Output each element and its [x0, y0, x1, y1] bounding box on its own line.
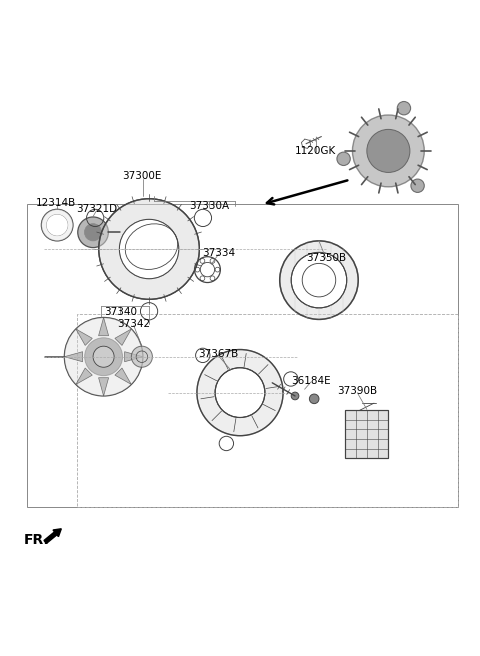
Polygon shape [76, 329, 92, 346]
Polygon shape [125, 352, 143, 361]
Bar [345, 410, 388, 458]
Circle shape [310, 394, 319, 403]
Circle shape [93, 346, 114, 367]
FancyArrow shape [44, 529, 61, 543]
Circle shape [291, 392, 299, 400]
Bar [345, 410, 388, 458]
Text: 36184E: 36184E [291, 376, 331, 386]
Circle shape [337, 152, 350, 165]
Circle shape [397, 102, 410, 115]
Text: FR.: FR. [24, 533, 49, 546]
Circle shape [78, 217, 108, 247]
Circle shape [64, 318, 143, 396]
Circle shape [367, 129, 410, 173]
Polygon shape [98, 318, 108, 336]
Text: 37390B: 37390B [337, 386, 377, 396]
Text: 37367B: 37367B [198, 350, 239, 359]
Text: 37342: 37342 [117, 319, 150, 329]
Polygon shape [76, 368, 92, 384]
Text: 37330A: 37330A [189, 201, 229, 211]
Text: 37350B: 37350B [306, 253, 346, 262]
Text: 12314B: 12314B [36, 197, 76, 207]
Polygon shape [115, 368, 132, 384]
Circle shape [352, 115, 424, 187]
Circle shape [280, 241, 358, 319]
Circle shape [132, 346, 153, 367]
Polygon shape [98, 378, 108, 396]
Circle shape [197, 350, 283, 436]
Circle shape [411, 179, 424, 192]
Circle shape [99, 199, 199, 299]
Circle shape [120, 219, 179, 279]
Text: 37321D: 37321D [76, 204, 117, 215]
Circle shape [291, 253, 347, 308]
Polygon shape [115, 329, 132, 346]
Circle shape [84, 338, 122, 376]
Circle shape [47, 215, 68, 236]
Circle shape [84, 224, 102, 241]
Circle shape [215, 368, 265, 417]
Text: 37340: 37340 [104, 307, 137, 318]
Text: 37300E: 37300E [122, 171, 162, 181]
Text: 37334: 37334 [202, 248, 235, 258]
Circle shape [41, 209, 73, 241]
Text: 1120GK: 1120GK [295, 146, 336, 156]
Polygon shape [64, 352, 83, 361]
